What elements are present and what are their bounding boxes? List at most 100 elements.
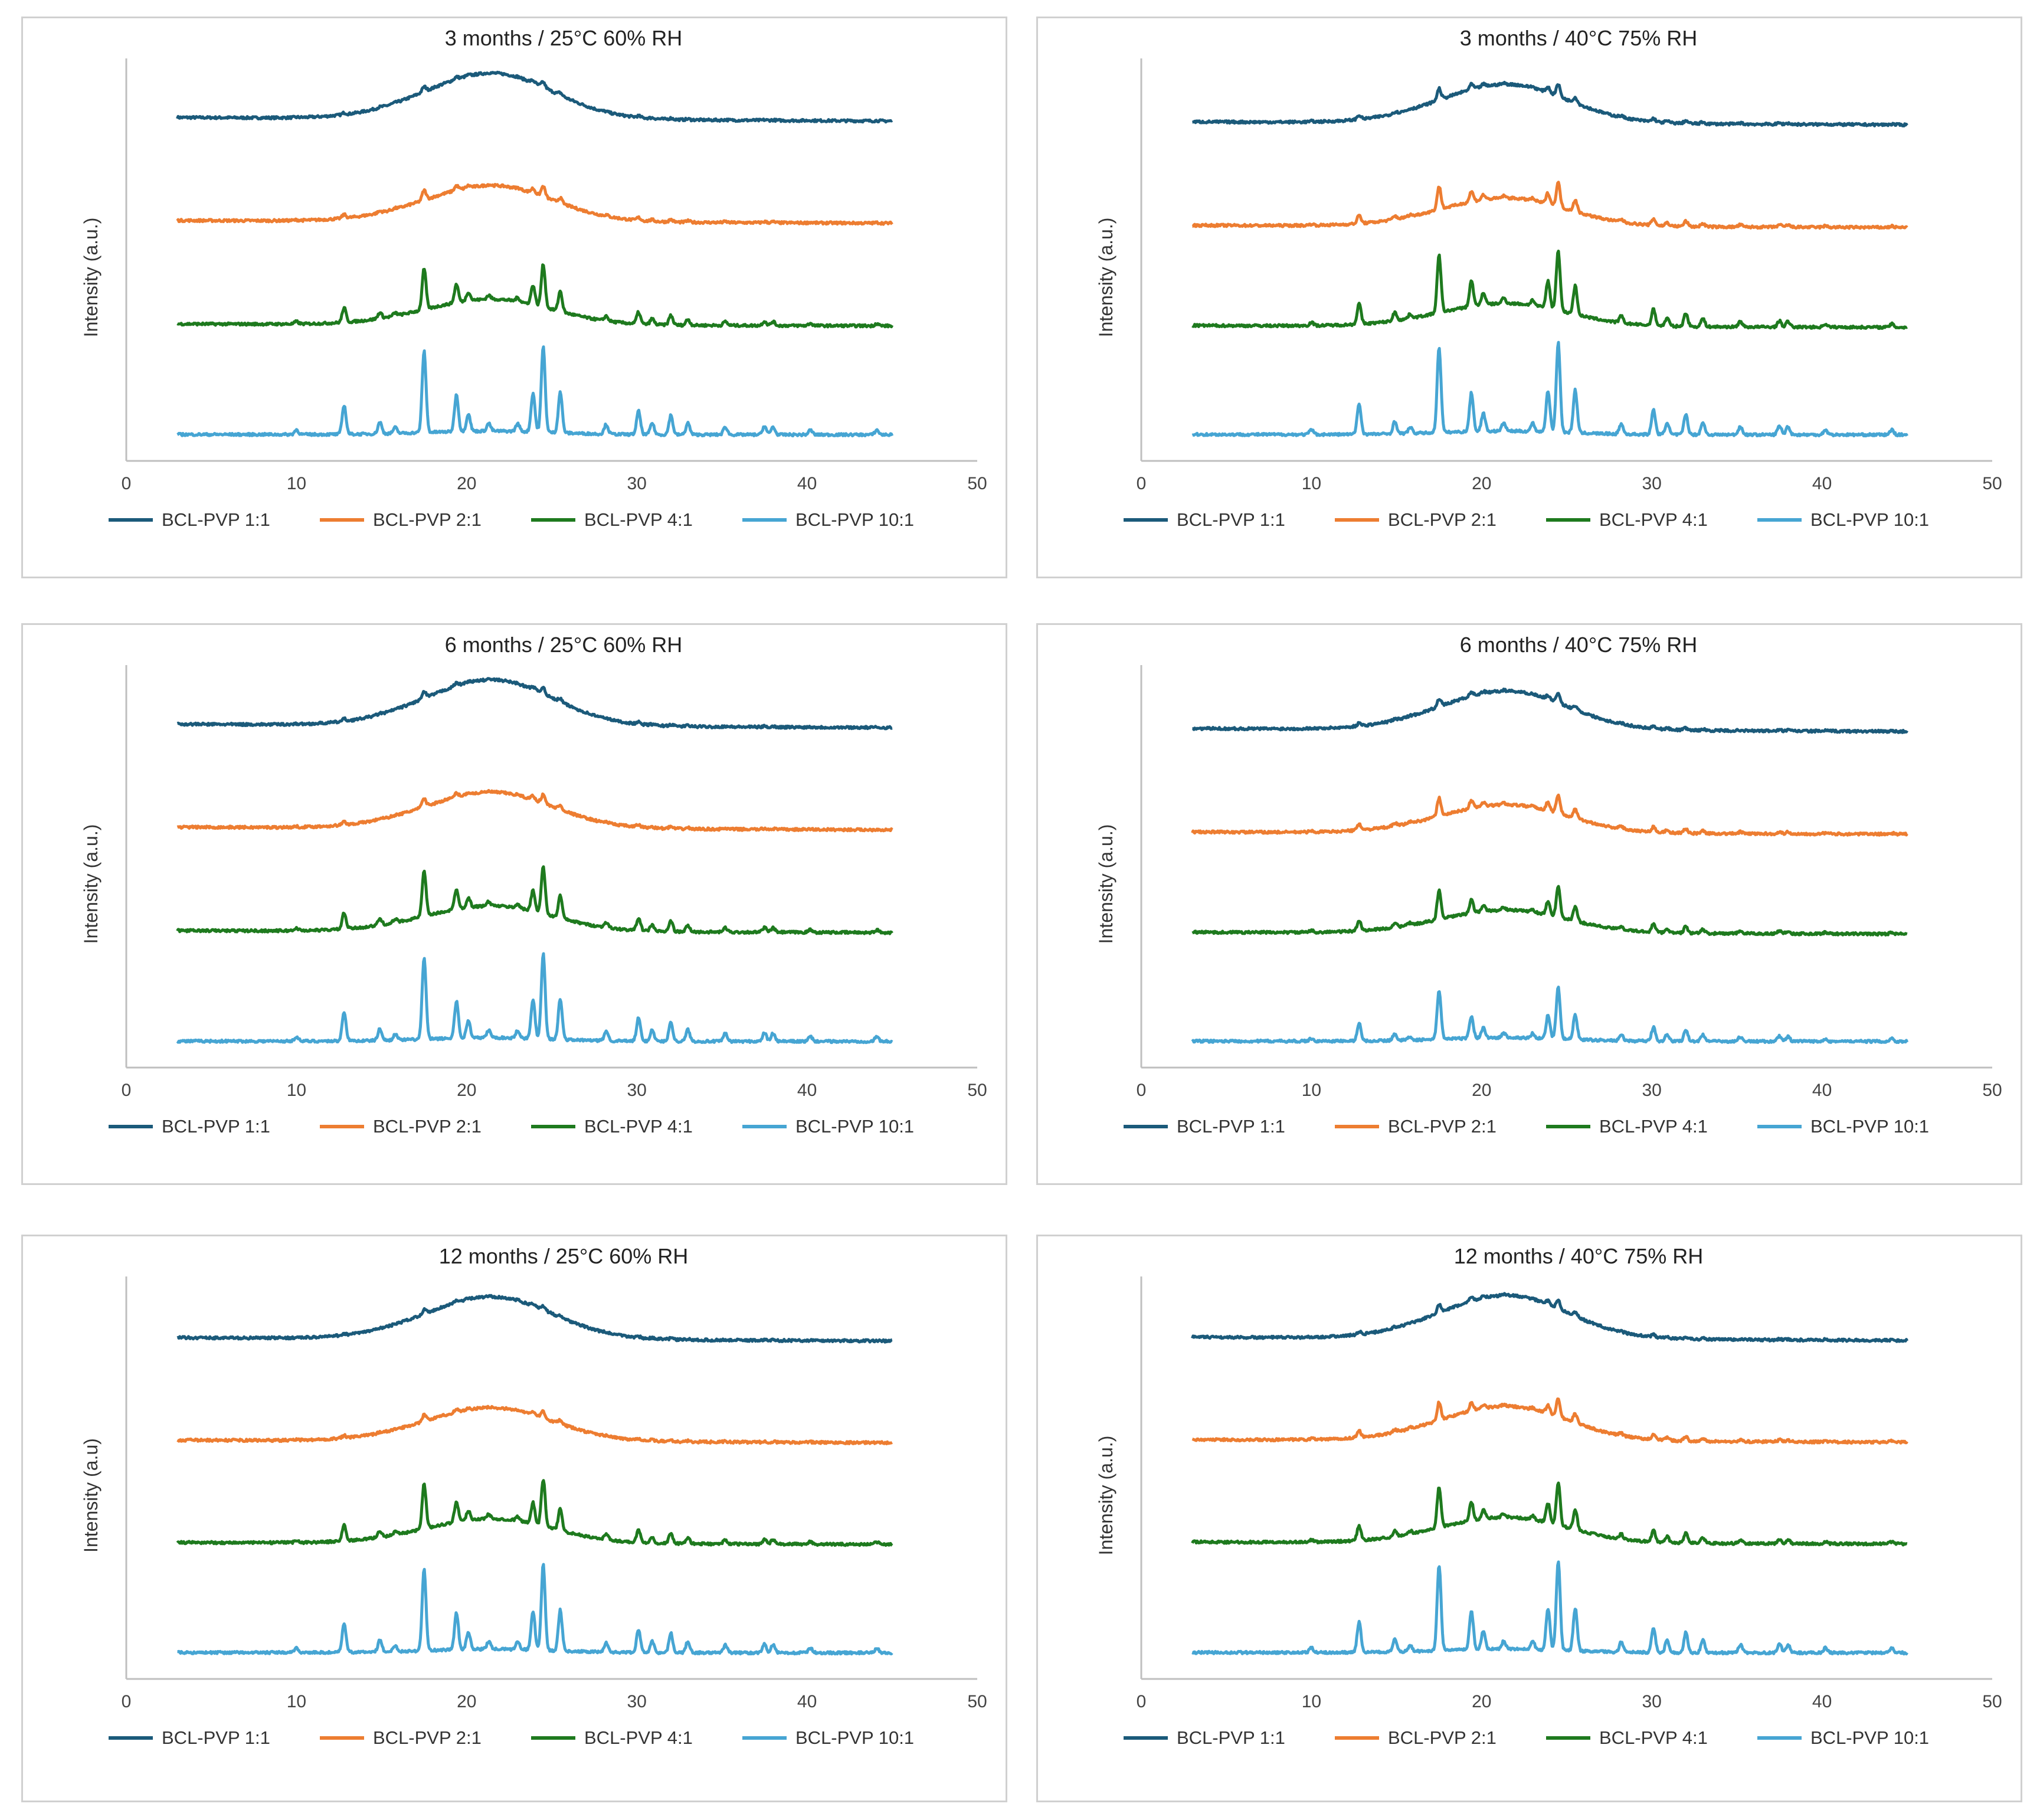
chart-panel-12m-25c: 12 months / 25°C 60% RH 0 10 20 30 40 50 Intens… (21, 1235, 1007, 1802)
legend-label: BCL-PVP 10:1 (795, 509, 914, 530)
chart-title: 3 months / 25°C 60% RH (445, 26, 683, 50)
series-line-bcl-pvp-4-1 (1191, 250, 1908, 330)
x-tick-label: 30 (627, 1081, 647, 1100)
chart-panel-12m-40c: 12 months / 40°C 75% RH 0 10 20 30 40 50 Intens… (1036, 1235, 2022, 1802)
legend-label: BCL-PVP 4:1 (584, 1727, 693, 1748)
x-tick-label: 20 (457, 474, 476, 493)
series-line-bcl-pvp-4-1 (176, 1479, 893, 1547)
x-tick-label: 30 (1642, 1081, 1662, 1100)
series-line-bcl-pvp-1-1 (176, 677, 893, 731)
legend-label: BCL-PVP 1:1 (162, 509, 270, 530)
chart-svg: 3 months / 40°C 75% RH 0 10 20 30 40 50 Intensi… (1095, 26, 2002, 530)
x-tick-label: 10 (1302, 1081, 1321, 1100)
x-tick-label: 10 (1302, 1692, 1321, 1711)
x-tick-label: 10 (1302, 474, 1321, 493)
y-axis-label: Intensity (a.u.) (1095, 218, 1116, 338)
x-tick-label: 40 (797, 1081, 817, 1100)
x-tick-label: 40 (1812, 474, 1832, 493)
y-axis-label: Intensity (a.u) (80, 1438, 101, 1553)
series-line-bcl-pvp-10-1 (1191, 1560, 1908, 1656)
series-line-bcl-pvp-2-1 (1191, 1397, 1908, 1445)
x-tick-label: 40 (797, 474, 817, 493)
legend-label: BCL-PVP 1:1 (162, 1116, 270, 1137)
y-axis-label: Intensity (a.u.) (1095, 824, 1116, 944)
x-tick-label: 20 (457, 1692, 476, 1711)
chart-svg: 12 months / 40°C 75% RH 0 10 20 30 40 50 Intens… (1095, 1244, 2002, 1748)
series-line-bcl-pvp-10-1 (176, 952, 893, 1045)
series-line-bcl-pvp-2-1 (1191, 181, 1908, 230)
legend-label: BCL-PVP 10:1 (1810, 1727, 1929, 1748)
chart-title: 6 months / 25°C 60% RH (445, 633, 683, 657)
y-axis-label: Intensity (a.u.) (80, 824, 101, 944)
series-line-bcl-pvp-1-1 (1191, 1292, 1909, 1343)
legend-label: BCL-PVP 10:1 (795, 1116, 914, 1137)
chart-panel-6m-25c: 6 months / 25°C 60% RH 0 10 20 30 40 50 Intensi… (21, 623, 1007, 1185)
chart-title: 12 months / 25°C 60% RH (439, 1244, 689, 1268)
x-tick-label: 50 (1982, 1692, 2002, 1711)
x-tick-label: 30 (627, 474, 647, 493)
legend-label: BCL-PVP 1:1 (1177, 509, 1285, 530)
series-line-bcl-pvp-4-1 (1191, 885, 1908, 937)
legend-label: BCL-PVP 2:1 (373, 1116, 482, 1137)
x-tick-label: 30 (627, 1692, 647, 1711)
series-line-bcl-pvp-10-1 (176, 345, 894, 438)
legend-label: BCL-PVP 4:1 (1599, 1727, 1708, 1748)
x-tick-label: 40 (1812, 1081, 1832, 1100)
x-tick-label: 0 (1137, 1081, 1147, 1100)
chart-panel-3m-25c: 3 months / 25°C 60% RH 0 10 20 30 40 50 Intensi… (21, 17, 1007, 578)
x-tick-label: 0 (1137, 474, 1147, 493)
legend-label: BCL-PVP 2:1 (1388, 1116, 1497, 1137)
x-tick-label: 50 (967, 474, 987, 493)
x-tick-label: 20 (1472, 1692, 1491, 1711)
chart-title: 12 months / 40°C 75% RH (1454, 1244, 1704, 1268)
x-tick-label: 50 (967, 1692, 987, 1711)
legend-label: BCL-PVP 2:1 (1388, 509, 1497, 530)
x-tick-label: 40 (797, 1692, 817, 1711)
chart-panel-6m-40c: 6 months / 40°C 75% RH 0 10 20 30 40 50 Intensi… (1036, 623, 2022, 1185)
legend-label: BCL-PVP 10:1 (1810, 509, 1929, 530)
x-tick-label: 50 (1982, 1081, 2002, 1100)
series-line-bcl-pvp-1-1 (1191, 688, 1908, 734)
series-line-bcl-pvp-4-1 (176, 263, 894, 329)
y-axis-label: Intensity (a.u.) (80, 218, 101, 338)
x-tick-label: 0 (1137, 1692, 1147, 1711)
legend-label: BCL-PVP 4:1 (1599, 1116, 1708, 1137)
chart-svg: 6 months / 40°C 75% RH 0 10 20 30 40 50 Intensi… (1095, 633, 2002, 1137)
series-line-bcl-pvp-2-1 (176, 182, 893, 226)
x-tick-label: 0 (122, 1692, 132, 1711)
series-line-bcl-pvp-1-1 (176, 70, 893, 124)
chart-title: 3 months / 40°C 75% RH (1460, 26, 1698, 50)
series-line-bcl-pvp-10-1 (176, 1563, 893, 1656)
x-tick-label: 20 (1472, 474, 1491, 493)
series-line-bcl-pvp-4-1 (176, 865, 893, 935)
legend-label: BCL-PVP 4:1 (584, 1116, 693, 1137)
series-line-bcl-pvp-10-1 (1191, 341, 1908, 438)
x-tick-label: 40 (1812, 1692, 1832, 1711)
x-tick-label: 10 (287, 474, 306, 493)
legend-label: BCL-PVP 4:1 (584, 509, 693, 530)
legend-label: BCL-PVP 2:1 (373, 1727, 482, 1748)
x-tick-label: 50 (1982, 474, 2002, 493)
x-tick-label: 20 (1472, 1081, 1491, 1100)
legend-label: BCL-PVP 1:1 (162, 1727, 270, 1748)
series-line-bcl-pvp-4-1 (1191, 1481, 1908, 1547)
chart-svg: 6 months / 25°C 60% RH 0 10 20 30 40 50 Intensi… (80, 633, 987, 1137)
legend-label: BCL-PVP 1:1 (1177, 1116, 1285, 1137)
chart-title: 6 months / 40°C 75% RH (1460, 633, 1698, 657)
series-line-bcl-pvp-10-1 (1191, 986, 1909, 1045)
legend-label: BCL-PVP 10:1 (795, 1727, 914, 1748)
legend-label: BCL-PVP 1:1 (1177, 1727, 1285, 1748)
x-tick-label: 20 (457, 1081, 476, 1100)
series-line-bcl-pvp-2-1 (176, 788, 893, 833)
series-line-bcl-pvp-1-1 (1191, 80, 1908, 127)
x-tick-label: 0 (122, 1081, 132, 1100)
series-line-bcl-pvp-2-1 (176, 1405, 893, 1446)
x-tick-label: 10 (287, 1692, 306, 1711)
legend-label: BCL-PVP 4:1 (1599, 509, 1708, 530)
chart-panel-3m-40c: 3 months / 40°C 75% RH 0 10 20 30 40 50 Intensi… (1036, 17, 2022, 578)
x-tick-label: 0 (122, 474, 132, 493)
x-tick-label: 30 (1642, 474, 1662, 493)
legend-label: BCL-PVP 2:1 (373, 509, 482, 530)
y-axis-label: Intensity (a.u.) (1095, 1436, 1116, 1556)
legend-label: BCL-PVP 2:1 (1388, 1727, 1497, 1748)
